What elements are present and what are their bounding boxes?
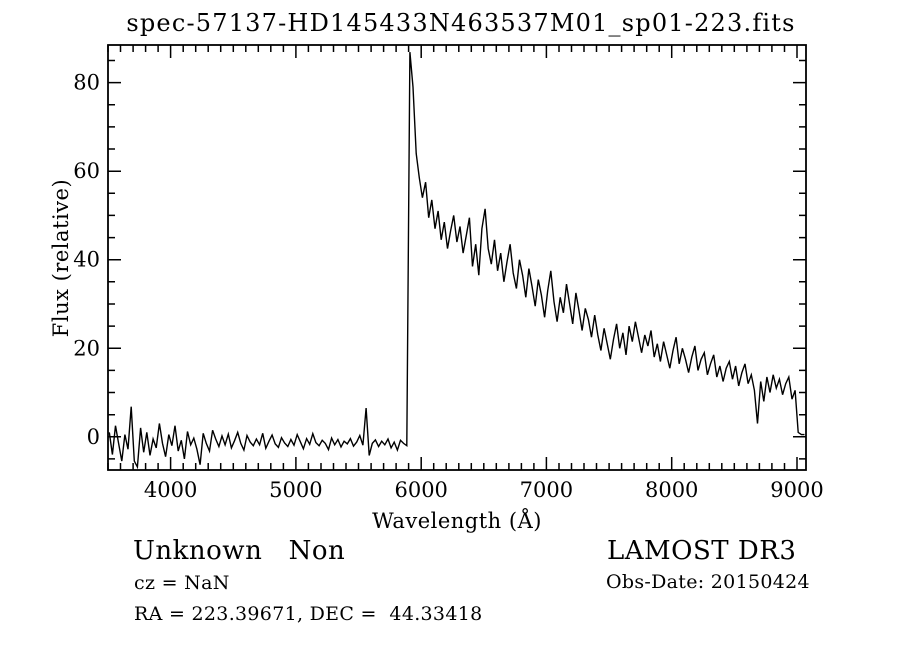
cz-value: cz = NaN bbox=[134, 572, 230, 594]
x-tick-label: 9000 bbox=[770, 478, 823, 502]
classification-label: Unknown Non bbox=[133, 536, 346, 566]
survey-label: LAMOST DR3 bbox=[607, 536, 797, 566]
x-tick-label: 7000 bbox=[520, 478, 573, 502]
tick-labels: 4000 5000 6000 7000 8000 9000 0 20 40 60 80 bbox=[73, 71, 823, 502]
y-tick-label: 20 bbox=[73, 336, 100, 360]
x-tick-label: 8000 bbox=[645, 478, 698, 502]
y-tick-label: 0 bbox=[87, 425, 100, 449]
y-tick-label: 60 bbox=[73, 159, 100, 183]
axis-ticks bbox=[107, 45, 806, 470]
y-tick-label: 40 bbox=[73, 248, 100, 272]
y-axis-label: Flux (relative) bbox=[49, 179, 73, 337]
y-tick-label: 80 bbox=[73, 71, 100, 95]
spectrum-line bbox=[108, 52, 805, 470]
obs-date: Obs-Date: 20150424 bbox=[606, 571, 810, 593]
x-tick-label: 6000 bbox=[394, 478, 447, 502]
plot-title: spec-57137-HD145433N463537M01_sp01-223.f… bbox=[126, 9, 795, 37]
plot-frame bbox=[107, 44, 807, 471]
x-tick-label: 5000 bbox=[269, 478, 322, 502]
ra-dec-value: RA = 223.39671, DEC = 44.33418 bbox=[134, 603, 483, 625]
x-tick-label: 4000 bbox=[144, 478, 197, 502]
x-axis-label: Wavelength (Å) bbox=[372, 508, 542, 533]
